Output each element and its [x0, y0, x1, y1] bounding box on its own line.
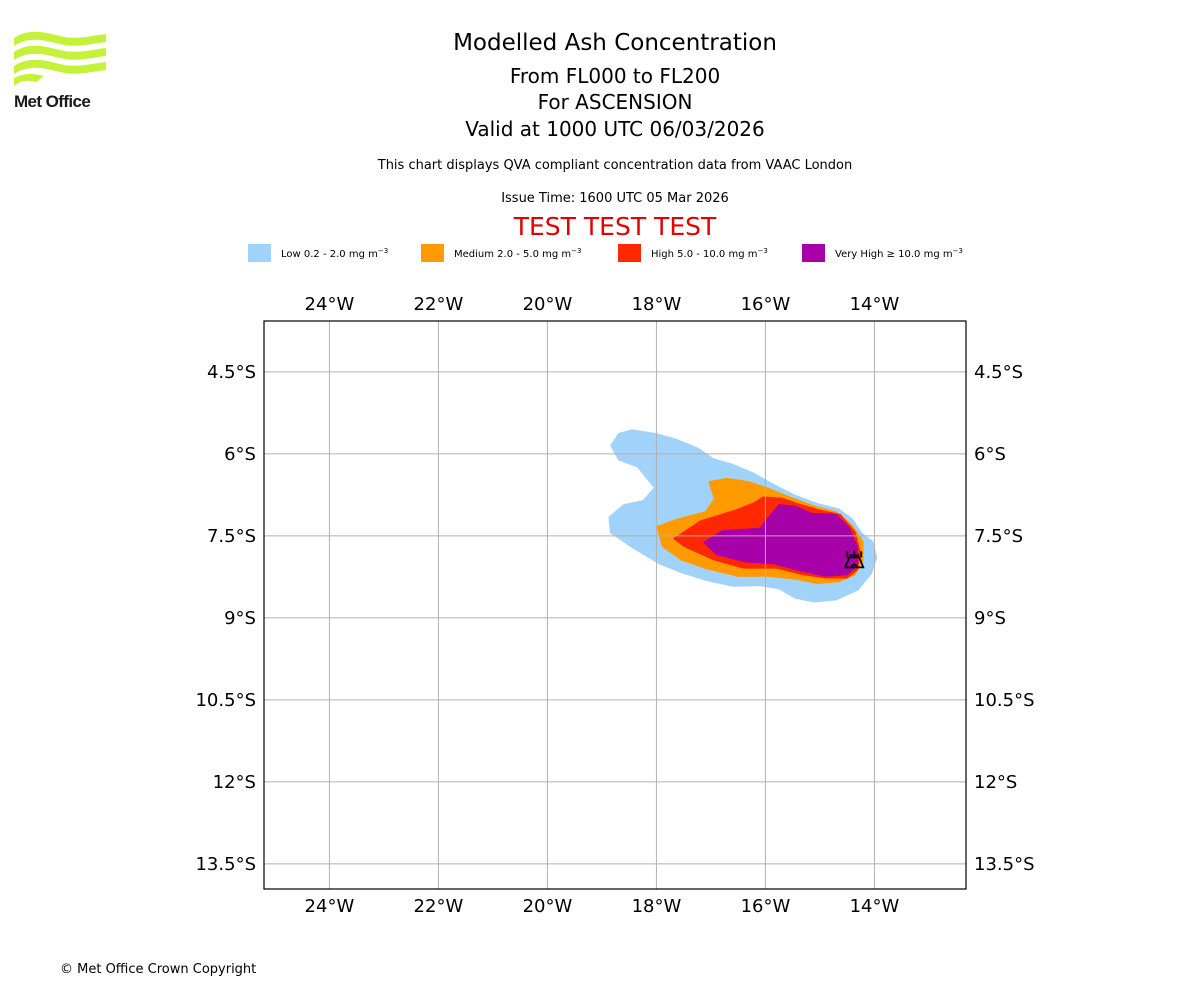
left-lat-tick-label: 4.5°S [207, 362, 256, 383]
bottom-lon-tick-label: 16°W [741, 896, 791, 917]
legend-swatch-very-high [802, 244, 825, 262]
legend-item-medium: Medium 2.0 - 5.0 mg m−3 [421, 244, 581, 262]
right-lat-tick-label: 10.5°S [974, 690, 1035, 711]
map-gridlines [264, 321, 966, 889]
copyright-text: © Met Office Crown Copyright [60, 962, 257, 977]
legend-swatch-high [618, 244, 641, 262]
left-lat-tick-label: 13.5°S [195, 854, 256, 875]
right-lat-tick-label: 9°S [974, 608, 1006, 629]
top-lon-tick-label: 22°W [414, 294, 464, 315]
met-office-logo-text: Met Office [14, 92, 91, 111]
legend-item-low: Low 0.2 - 2.0 mg m−3 [248, 244, 388, 262]
right-lat-tick-label: 6°S [974, 444, 1006, 465]
left-lat-tick-label: 6°S [224, 444, 256, 465]
left-lat-tick-label: 9°S [224, 608, 256, 629]
legend-swatch-medium [421, 244, 444, 262]
chart-title: Modelled Ash Concentration [453, 30, 777, 56]
met-office-logo: Met Office [14, 30, 106, 112]
volcano-marker [843, 550, 865, 569]
volcano-subtitle: For ASCENSION [537, 90, 693, 114]
map-frame [263, 320, 967, 890]
left-lat-tick-label: 10.5°S [195, 690, 256, 711]
valid-time-subtitle: Valid at 1000 UTC 06/03/2026 [465, 117, 765, 141]
top-lon-tick-label: 14°W [850, 294, 900, 315]
legend-label-high: High 5.0 - 10.0 mg m−3 [651, 246, 768, 260]
flight-level-subtitle: From FL000 to FL200 [509, 64, 721, 88]
ash-contours [608, 429, 878, 603]
bottom-lon-tick-label: 20°W [523, 896, 573, 917]
volcano-icon [843, 550, 865, 569]
right-lat-tick-label: 7.5°S [974, 526, 1023, 547]
met-office-waves-icon [14, 31, 106, 86]
left-lat-tick-label: 7.5°S [207, 526, 256, 547]
right-lat-tick-label: 12°S [974, 772, 1017, 793]
bottom-lon-tick-label: 14°W [850, 896, 900, 917]
top-lon-tick-label: 18°W [632, 294, 682, 315]
top-lon-tick-label: 24°W [305, 294, 355, 315]
legend-swatch-low [248, 244, 271, 262]
map-tick-labels: 24°W 24°W 22°W 22°W 20°W 20°W 18°W 18°W 16°W 16°W… [195, 294, 1034, 917]
bottom-lon-tick-label: 22°W [414, 896, 464, 917]
right-lat-tick-label: 4.5°S [974, 362, 1023, 383]
right-lat-tick-label: 13.5°S [974, 854, 1035, 875]
issue-time-text: Issue Time: 1600 UTC 05 Mar 2026 [501, 191, 729, 206]
left-lat-tick-label: 12°S [213, 772, 256, 793]
bottom-lon-tick-label: 24°W [305, 896, 355, 917]
description-text: This chart displays QVA compliant concen… [377, 158, 853, 173]
legend-item-high: High 5.0 - 10.0 mg m−3 [618, 244, 768, 262]
legend-label-medium: Medium 2.0 - 5.0 mg m−3 [454, 246, 582, 260]
contour-very-high [702, 504, 859, 577]
bottom-lon-tick-label: 18°W [632, 896, 682, 917]
legend-label-very-high: Very High ≥ 10.0 mg m−3 [835, 246, 963, 260]
top-lon-tick-label: 16°W [741, 294, 791, 315]
test-banner: TEST TEST TEST [513, 212, 717, 241]
legend-label-low: Low 0.2 - 2.0 mg m−3 [281, 246, 389, 260]
legend-item-very-high: Very High ≥ 10.0 mg m−3 [802, 244, 963, 262]
top-lon-tick-label: 20°W [523, 294, 573, 315]
